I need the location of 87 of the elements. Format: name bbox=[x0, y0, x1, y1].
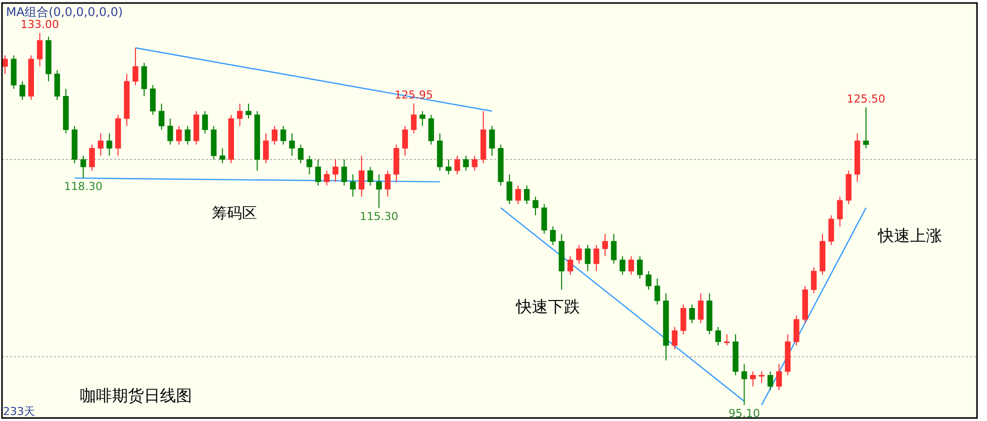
candlestick bbox=[202, 110, 208, 134]
candlestick bbox=[837, 196, 843, 227]
candlestick bbox=[794, 315, 800, 346]
candlestick bbox=[654, 278, 660, 306]
candlestick bbox=[36, 32, 43, 67]
candlestick bbox=[463, 155, 469, 172]
chart-title: MA组合(0,0,0,0,0,0) bbox=[6, 5, 123, 19]
candlestick bbox=[810, 266, 817, 294]
candlestick bbox=[20, 80, 26, 100]
candlestick bbox=[776, 364, 782, 391]
annotation: 115.30 bbox=[360, 210, 398, 223]
candlestick bbox=[2, 54, 8, 74]
candlestick bbox=[541, 204, 548, 234]
candlestick bbox=[246, 103, 252, 120]
candlestick bbox=[184, 126, 190, 146]
annotation: 233天 bbox=[3, 405, 35, 418]
annotation: 118.30 bbox=[64, 180, 103, 194]
candlestick bbox=[150, 84, 156, 116]
candlestick bbox=[98, 132, 104, 156]
candlestick bbox=[402, 126, 408, 156]
candlestick bbox=[689, 304, 695, 324]
candlestick bbox=[263, 132, 269, 164]
candlestick bbox=[672, 326, 678, 350]
candlestick bbox=[472, 155, 478, 172]
candlestick bbox=[715, 326, 722, 346]
candlestick bbox=[532, 196, 538, 216]
candlestick bbox=[646, 270, 652, 290]
candlestick bbox=[446, 158, 452, 175]
candlestick bbox=[106, 132, 112, 156]
candlestick bbox=[637, 256, 643, 280]
candlestick bbox=[454, 155, 460, 175]
candlestick bbox=[515, 185, 521, 205]
candlestick bbox=[220, 148, 226, 164]
candlestick bbox=[332, 158, 338, 182]
candlestick bbox=[628, 256, 634, 276]
candlestick bbox=[428, 114, 434, 146]
candlestick bbox=[341, 158, 348, 186]
candlestick bbox=[236, 103, 243, 126]
candlestick bbox=[410, 103, 417, 134]
annotation: 快速下跌 bbox=[515, 297, 580, 316]
candlestick bbox=[828, 214, 834, 246]
annotation: 95.10 bbox=[728, 407, 760, 420]
candlestick bbox=[54, 70, 60, 100]
candlestick bbox=[358, 155, 364, 198]
candlestick bbox=[89, 144, 95, 172]
annotation: 筹码区 bbox=[212, 204, 257, 222]
candlestick bbox=[610, 233, 617, 264]
candlestick bbox=[506, 174, 512, 205]
candlestick bbox=[750, 371, 756, 387]
candlestick bbox=[767, 371, 774, 391]
annotation: 125.50 bbox=[846, 92, 886, 106]
candlestick bbox=[576, 244, 582, 264]
candlestick bbox=[158, 103, 164, 130]
candlestick bbox=[524, 185, 530, 205]
candlestick bbox=[567, 256, 574, 276]
candlestick bbox=[306, 155, 312, 175]
candlestick bbox=[680, 304, 686, 335]
candlestick bbox=[167, 118, 174, 146]
candlestick bbox=[863, 106, 869, 149]
candlestick bbox=[698, 292, 704, 324]
candlestick bbox=[602, 233, 608, 257]
candlestick bbox=[315, 158, 321, 186]
annotation: 咖啡期货日线图 bbox=[80, 386, 192, 405]
candlestick bbox=[141, 62, 148, 97]
annotation: 133.00 bbox=[20, 18, 60, 31]
candlestick bbox=[80, 155, 86, 179]
candlestick bbox=[741, 364, 748, 406]
candlestick bbox=[724, 334, 730, 346]
candlestick bbox=[298, 144, 304, 164]
candlestick bbox=[289, 132, 295, 156]
candlestick bbox=[384, 170, 391, 198]
candlestick bbox=[594, 244, 600, 272]
candlestick bbox=[620, 256, 626, 276]
candlestick bbox=[272, 126, 278, 146]
candlestick bbox=[367, 166, 374, 186]
candlestick bbox=[324, 170, 330, 186]
candlestick bbox=[489, 126, 495, 156]
candlestick bbox=[176, 126, 182, 146]
candlestick bbox=[376, 174, 382, 208]
candlestick bbox=[420, 110, 426, 126]
candlestick bbox=[550, 226, 556, 246]
candlestick bbox=[132, 47, 138, 86]
candlestick bbox=[584, 244, 591, 272]
candlestick bbox=[280, 126, 286, 146]
candlestick bbox=[758, 371, 764, 384]
candlestick bbox=[350, 174, 356, 198]
text: 快速上涨 bbox=[877, 226, 942, 245]
